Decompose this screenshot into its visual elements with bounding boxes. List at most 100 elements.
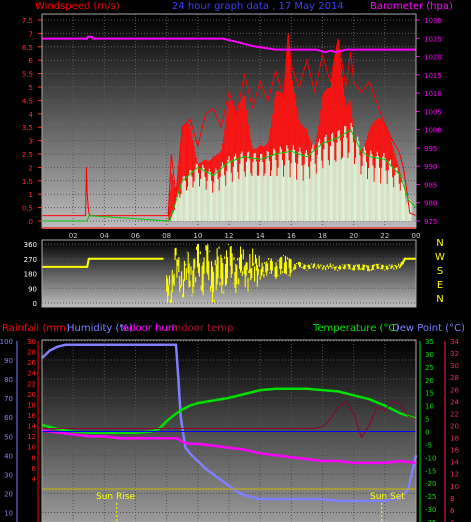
humidity-y-tick-label: 90 [4, 357, 13, 365]
baro-y-tick-label: 995 [424, 145, 437, 153]
hour-tick-label: 12 [225, 232, 234, 240]
humidity-y-tick-label: 80 [4, 376, 13, 384]
baro-y-tick-label: 1005 [424, 108, 442, 116]
indoor-temp-label: Indoor temp [172, 323, 233, 334]
indoor-temp-y-tick-label: 6 [450, 507, 455, 515]
rainfall-label: Rainfall (mm) [2, 323, 70, 334]
temp-panel-frame [41, 339, 417, 522]
hour-tick-label: 14 [256, 232, 265, 240]
humidity-y-tick-label: 70 [4, 395, 13, 403]
windspeed-axis-label: Windspeed (m/s) [35, 1, 120, 12]
dir-y-tick-label: 0 [33, 300, 37, 308]
rain-y-tick-label: 26 [27, 359, 36, 367]
wind-average-bars [168, 122, 412, 221]
wind-y-tick-label: 0 [29, 218, 33, 226]
temperature-line [41, 387, 417, 435]
hour-tick-label: 20 [349, 232, 358, 240]
rain-y-tick-label: 18 [27, 401, 36, 409]
compass-label: N [436, 294, 443, 305]
wind-panel-frame [41, 13, 417, 229]
sun-set-label: Sun Set [370, 492, 405, 502]
temp-y-tick-label: 15 [425, 390, 434, 398]
hour-tick-label: 10 [193, 232, 202, 240]
dir-y-tick-label: 90 [28, 285, 37, 293]
temp-y-tick-label: -35 [425, 519, 436, 522]
rain-y-tick-label: 30 [27, 338, 36, 346]
temp-y-tick-label: 20 [425, 377, 434, 385]
barometer-axis-label: Barometer (hpa) [370, 1, 453, 12]
wind-average-line [42, 129, 417, 222]
indoor-temp-y-tick-label: 20 [450, 422, 459, 430]
wind-y-tick-label: 0.5 [22, 205, 33, 213]
humidity-y-tick-label: 20 [4, 490, 13, 498]
wind-y-tick-label: 6 [29, 57, 34, 65]
wind-y-tick-label: 3 [29, 138, 33, 146]
baro-y-tick-label: 975 [424, 218, 437, 226]
windspeed-line [42, 33, 417, 217]
humidity-line [41, 343, 418, 503]
wind-direction-line [42, 257, 164, 268]
temp-y-tick-label: -15 [425, 467, 436, 475]
indoor-temp-line [42, 400, 417, 439]
series-layer [41, 33, 418, 503]
wind-y-tick-label: 1 [29, 191, 33, 199]
indoor-temp-y-tick-label: 24 [450, 398, 459, 406]
hour-tick-label: 22 [380, 232, 389, 240]
temp-y-tick-label: -25 [425, 493, 436, 501]
compass-label: N [436, 238, 443, 249]
sun-rise-label: Sun Rise [96, 492, 135, 502]
indoor-temp-y-tick-label: 18 [450, 435, 459, 443]
baro-y-tick-label: 980 [424, 200, 437, 208]
hour-tick-label: 00 [412, 232, 421, 240]
hour-tick-label: 16 [287, 232, 296, 240]
humidity-y-tick-label: 60 [4, 414, 13, 422]
indoor-temp-y-tick-label: 4 [450, 519, 455, 522]
compass-label: E [437, 280, 443, 291]
wind-y-tick-label: 4 [29, 111, 34, 119]
compass-label: W [435, 252, 445, 263]
baro-y-tick-label: 1030 [424, 17, 442, 25]
wind-direction-line [399, 257, 416, 267]
dir-y-tick-label: 270 [24, 256, 37, 264]
rain-y-tick-label: 24 [27, 370, 36, 378]
humidity-label: Humidity (%) [67, 323, 133, 334]
baro-y-tick-label: 985 [424, 181, 437, 189]
rain-y-tick-label: 16 [27, 412, 36, 420]
indoor-temp-y-tick-label: 30 [450, 362, 459, 370]
rain-y-tick-label: 22 [27, 380, 36, 388]
rain-y-tick-label: 12 [27, 433, 36, 441]
temperature-label: Temperature (°C) [312, 323, 399, 334]
indoor-temp-y-tick-label: 12 [450, 471, 459, 479]
indoor-temp-y-tick-label: 32 [450, 350, 459, 358]
indoor-temp-y-tick-label: 26 [450, 386, 459, 394]
temp-y-tick-label: -20 [425, 480, 436, 488]
humidity-y-tick-label: 40 [4, 452, 13, 460]
rain-y-tick-label: 4 [32, 475, 37, 483]
indoor-hum-line [41, 429, 417, 465]
baro-y-tick-label: 990 [424, 163, 437, 171]
humidity-y-tick-label: 50 [4, 433, 13, 441]
rain-y-tick-label: 20 [27, 391, 36, 399]
rain-y-tick-label: 8 [32, 454, 36, 462]
temp-y-tick-label: 35 [425, 338, 434, 346]
compass-label: S [437, 266, 443, 277]
temp-y-tick-label: 5 [425, 416, 429, 424]
humidity-y-tick-label: 100 [0, 338, 13, 346]
hour-tick-label: 02 [69, 232, 78, 240]
indoor-temp-y-tick-label: 16 [450, 447, 459, 455]
indoor-temp-y-tick-label: 10 [450, 483, 459, 491]
wind-y-tick-label: 4.5 [22, 97, 33, 105]
hour-tick-label: 18 [318, 232, 327, 240]
indoor-temp-y-tick-label: 14 [450, 459, 459, 467]
wind-y-tick-label: 7.5 [22, 17, 33, 25]
temp-y-tick-label: 25 [425, 364, 434, 372]
dewpoint-label: Dew Point (°C) [392, 323, 465, 334]
direction-panel-frame [41, 239, 417, 308]
temp-y-tick-label: 30 [425, 351, 434, 359]
humidity-y-tick-label: 30 [4, 471, 13, 479]
hour-tick-label: 04 [100, 232, 109, 240]
temp-y-tick-label: -5 [425, 441, 432, 449]
baro-y-tick-label: 1025 [424, 35, 442, 43]
humidity-y-tick-label: 10 [4, 509, 13, 517]
